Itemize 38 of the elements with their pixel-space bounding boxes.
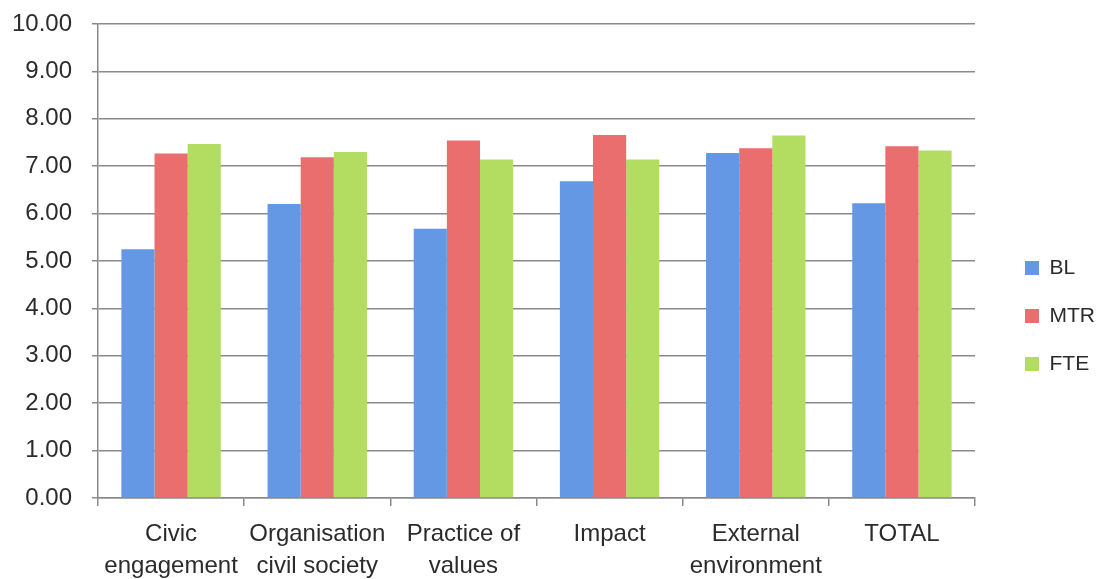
y-tick-label: 3.00	[25, 340, 72, 368]
bar	[446, 140, 480, 498]
legend-label: MTR	[1049, 302, 1095, 326]
y-tick-label: 7.00	[25, 150, 72, 178]
x-tick-label: External environment	[689, 518, 823, 578]
bar	[559, 181, 594, 498]
y-tick-label: 5.00	[25, 245, 72, 273]
y-tick-label: 2.00	[25, 387, 72, 415]
bar	[267, 204, 301, 498]
y-tick-label: 9.00	[25, 56, 72, 84]
x-tick-label: TOTAL	[864, 518, 940, 546]
bar	[413, 228, 447, 498]
bar	[121, 249, 155, 498]
bar	[187, 143, 221, 498]
bar	[918, 150, 952, 498]
y-tick-label: 10.00	[11, 8, 72, 36]
y-tick-label: 6.00	[25, 198, 72, 226]
x-tick-label: Practice of values	[406, 518, 521, 578]
bar	[479, 159, 514, 498]
bar	[885, 146, 919, 498]
y-tick-label: 1.00	[25, 435, 72, 463]
x-tick-label: Organisation civil society	[249, 518, 386, 578]
x-tick-label: Civic engagement	[104, 518, 239, 578]
bar	[593, 134, 627, 498]
y-tick-label: 0.00	[25, 482, 72, 510]
bar	[626, 159, 660, 498]
legend-label: BL	[1049, 254, 1076, 278]
bar	[772, 135, 806, 498]
bar	[300, 157, 334, 498]
bar	[739, 148, 773, 498]
legend-label: FTE	[1049, 350, 1090, 374]
bar	[706, 152, 740, 498]
bar	[333, 151, 367, 498]
y-tick-label: 8.00	[25, 103, 72, 131]
bar	[852, 203, 886, 498]
x-tick-label: Impact	[573, 518, 646, 546]
bar	[154, 153, 188, 498]
y-tick-label: 4.00	[25, 293, 72, 321]
